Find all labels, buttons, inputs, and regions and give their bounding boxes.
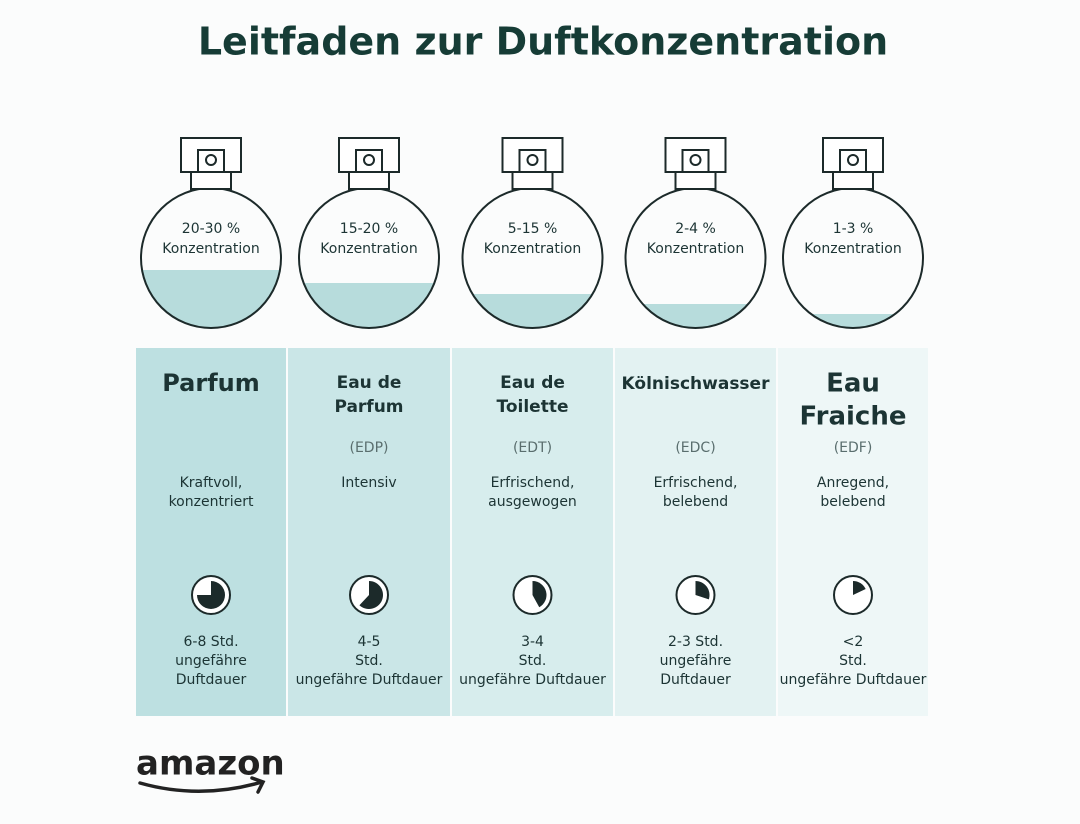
product-name: Eau de (500, 373, 565, 393)
duration: ungefähre (175, 653, 247, 669)
concentration: Konzentration (647, 241, 744, 257)
duration: Std. (355, 653, 383, 669)
clock-sector (532, 581, 547, 608)
concentration: 20-30 % (182, 221, 240, 237)
description: belebend (663, 494, 728, 510)
bottle-neck (832, 171, 874, 190)
product-name: Parfum (334, 397, 403, 417)
cap-dot (205, 154, 217, 166)
description: Erfrischend, (491, 475, 575, 491)
bottle-neck (348, 171, 390, 190)
product-name: Kölnischwasser (622, 374, 771, 394)
duration: ungefähre Duftdauer (296, 672, 443, 688)
bottle-neck (511, 171, 554, 190)
column-panel (615, 348, 776, 716)
description: ausgewogen (488, 494, 577, 510)
product-name: Eau (826, 369, 880, 399)
duration: ungefähre Duftdauer (459, 672, 606, 688)
duration: <2 (843, 634, 864, 650)
abbreviation: (EDT) (513, 440, 552, 456)
description: Erfrischend, (654, 475, 738, 491)
duration: ungefähre (660, 653, 732, 669)
column-panel (136, 348, 286, 716)
bottle-neck (674, 171, 717, 190)
description: Kraftvoll, (180, 475, 243, 491)
duration: ungefähre Duftdauer (780, 672, 927, 688)
column-panel (288, 348, 450, 716)
bottle-neck (190, 171, 232, 190)
concentration: 2-4 % (675, 221, 716, 237)
column-panel (452, 348, 613, 716)
abbreviation: (EDC) (675, 440, 715, 456)
duration: Duftdauer (660, 672, 731, 688)
concentration: Konzentration (804, 241, 901, 257)
product-name: Toilette (497, 397, 569, 417)
concentration: 1-3 % (833, 221, 874, 237)
clock-sector (197, 581, 225, 609)
column-panel (778, 348, 928, 716)
duration: 4-5 (358, 634, 381, 650)
cap-inner (197, 149, 225, 173)
cap-dot (847, 154, 859, 166)
product-name: Eau de (337, 373, 402, 393)
title: Leitfaden zur Duftkonzentration (198, 20, 888, 64)
description: Anregend, (817, 475, 889, 491)
abbreviation: (EDF) (834, 440, 873, 456)
duration: 3-4 (521, 634, 544, 650)
duration: Std. (839, 653, 867, 669)
logo: amazon (136, 744, 285, 784)
duration: 6-8 Std. (183, 634, 238, 650)
product-name: Fraiche (800, 402, 907, 432)
duration: 2-3 Std. (668, 634, 723, 650)
logo-smile (138, 776, 266, 794)
concentration: Konzentration (162, 241, 259, 257)
description: Intensiv (341, 475, 396, 491)
clock-sector (853, 581, 866, 595)
columns: 20-30 % Konzentration Parfum Kraftvoll, konz… (136, 137, 928, 716)
cap-dot (689, 154, 702, 166)
cap-inner (355, 149, 383, 173)
cap-inner (839, 149, 867, 173)
abbreviation: (EDP) (350, 440, 389, 456)
concentration: 5-15 % (508, 221, 558, 237)
clock-sector (695, 581, 710, 600)
clock-sector (359, 581, 383, 609)
cap-dot (526, 154, 539, 166)
concentration: Konzentration (484, 241, 581, 257)
description: belebend (820, 494, 885, 510)
concentration: 15-20 % (340, 221, 398, 237)
duration: Duftdauer (176, 672, 247, 688)
concentration: Konzentration (320, 241, 417, 257)
cap-inner (681, 149, 710, 173)
cap-inner (518, 149, 547, 173)
product-name: Parfum (162, 369, 260, 397)
duration: Std. (519, 653, 547, 669)
description: konzentriert (169, 494, 254, 510)
cap-dot (363, 154, 375, 166)
